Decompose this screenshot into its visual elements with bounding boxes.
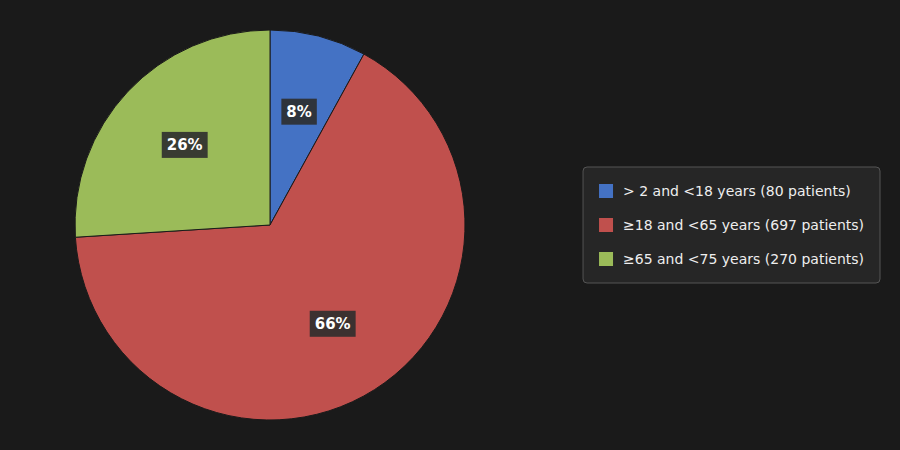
data-label-background [310, 311, 356, 337]
data-label-group: 66% [310, 311, 356, 337]
data-label: 26% [167, 136, 203, 154]
legend-swatch [599, 184, 613, 198]
legend: > 2 and <18 years (80 patients) ≥18 and <… [583, 167, 880, 283]
legend-label: > 2 and <18 years (80 patients) [623, 183, 851, 199]
legend-background [583, 167, 880, 283]
data-label: 8% [286, 103, 311, 121]
data-labels: 8% 66% 26% [162, 99, 356, 337]
chart-svg: 8% 66% 26% > 2 and <18 years (80 patients) ≥… [0, 0, 900, 450]
legend-label: ≥18 and <65 years (697 patients) [623, 217, 864, 233]
chart-container: 8% 66% 26% > 2 and <18 years (80 patients) ≥… [0, 0, 900, 450]
data-label-group: 8% [281, 99, 316, 125]
data-label: 66% [315, 315, 351, 333]
data-label-background [162, 132, 208, 158]
legend-swatch [599, 218, 613, 232]
background [0, 0, 900, 450]
data-label-background [281, 99, 316, 125]
slices [75, 30, 465, 420]
legend-swatch [599, 252, 613, 266]
pie-slice [75, 30, 270, 237]
data-label-group: 26% [162, 132, 208, 158]
legend-label: ≥65 and <75 years (270 patients) [623, 251, 864, 267]
